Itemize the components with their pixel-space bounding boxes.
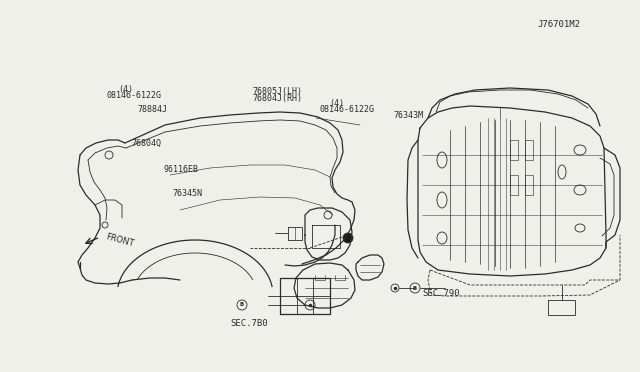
Text: 96116EB: 96116EB xyxy=(163,165,198,174)
Text: 76805J(LH): 76805J(LH) xyxy=(253,87,303,96)
Text: (4): (4) xyxy=(330,99,344,108)
Text: 76345N: 76345N xyxy=(173,189,203,198)
Text: B: B xyxy=(240,302,244,308)
Text: B: B xyxy=(413,285,417,291)
Text: FRONT: FRONT xyxy=(105,232,135,248)
Text: 76804Q: 76804Q xyxy=(131,139,161,148)
Text: SEC.7B0: SEC.7B0 xyxy=(230,319,268,328)
Text: (4): (4) xyxy=(118,85,132,94)
Text: J76701M2: J76701M2 xyxy=(538,20,580,29)
Text: SEC.790: SEC.790 xyxy=(422,289,460,298)
Text: 76804J(RH): 76804J(RH) xyxy=(253,94,303,103)
Text: 08146-6122G: 08146-6122G xyxy=(320,105,375,114)
Text: 78884J: 78884J xyxy=(138,105,168,114)
Circle shape xyxy=(343,233,353,243)
Text: 08146-6122G: 08146-6122G xyxy=(107,92,162,100)
Text: 76343M: 76343M xyxy=(394,111,424,120)
